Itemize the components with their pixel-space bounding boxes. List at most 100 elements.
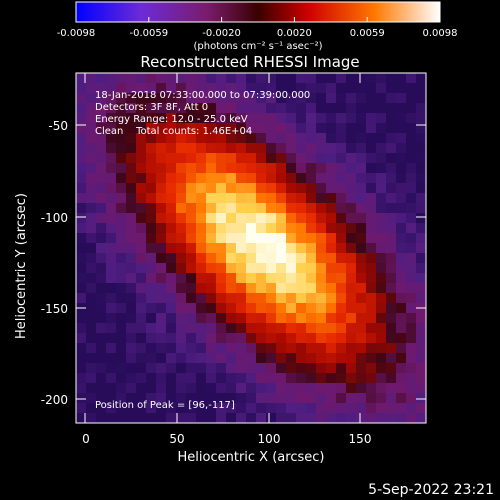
image-pixel [86,253,97,264]
image-pixel [346,173,357,184]
image-pixel [396,353,407,364]
image-pixel [196,243,207,254]
image-pixel [236,233,247,244]
image-pixel [96,103,107,114]
image-pixel [416,253,426,264]
image-pixel [166,283,177,294]
image-pixel [296,363,307,374]
image-pixel [356,373,367,384]
image-pixel [166,313,177,324]
image-pixel [266,93,277,104]
image-pixel [306,343,317,354]
image-pixel [226,393,237,404]
image-pixel [186,273,197,284]
image-pixel [96,373,107,384]
image-pixel [116,163,127,174]
image-pixel [356,153,367,164]
image-pixel [336,163,347,174]
image-pixel [266,73,277,84]
image-pixel [86,123,97,134]
image-pixel [346,343,357,354]
image-pixel [376,403,387,414]
image-pixel [146,403,157,414]
image-pixel [366,83,377,94]
image-pixel [96,183,107,194]
image-pixel [336,273,347,284]
image-pixel [416,203,426,214]
image-pixel [156,233,167,244]
image-pixel [406,343,417,354]
image-pixel [296,173,307,184]
image-pixel [226,73,237,84]
image-pixel [356,203,367,214]
image-pixel [176,243,187,254]
image-pixel [256,153,267,164]
image-pixel [276,103,287,114]
image-pixel [256,283,267,294]
image-pixel [196,353,207,364]
image-pixel [146,163,157,174]
image-pixel [106,313,117,324]
image-pixel [376,113,387,124]
image-pixel [196,113,207,124]
image-pixel [226,93,237,104]
image-pixel [176,273,187,284]
image-pixel [116,193,127,204]
image-pixel [226,193,237,204]
image-pixel [346,203,357,214]
image-pixel [326,373,337,384]
image-pixel [136,93,147,104]
image-pixel [276,353,287,364]
image-pixel [106,113,117,124]
image-pixel [136,273,147,284]
image-pixel [186,223,197,234]
image-pixel [216,373,227,384]
image-pixel [136,383,147,394]
image-pixel [416,183,426,194]
image-pixel [276,393,287,404]
image-pixel [206,363,217,374]
image-pixel [116,263,127,274]
image-pixel [146,283,157,294]
image-pixel [336,263,347,274]
image-pixel [406,133,417,144]
x-tick-label: 50 [169,432,184,446]
image-pixel [116,303,127,314]
image-pixel [306,153,317,164]
image-pixel [86,173,97,184]
image-pixel [136,283,147,294]
image-pixel [126,103,137,114]
image-pixel [96,293,107,304]
image-pixel [96,123,107,134]
image-pixel [346,283,357,294]
image-pixel [186,353,197,364]
image-pixel [76,173,87,184]
image-pixel [406,193,417,204]
image-pixel [386,183,397,194]
image-pixel [86,143,97,154]
image-pixel [116,203,127,214]
image-pixel [86,333,97,344]
image-pixel [386,93,397,104]
image-pixel [126,263,137,274]
image-pixel [136,323,147,334]
image-pixel [416,293,426,304]
image-pixel [366,383,377,394]
y-tick-label: -200 [41,393,68,407]
image-pixel [126,313,137,324]
image-pixel [146,263,157,274]
image-pixel [226,173,237,184]
image-pixel [316,83,327,94]
image-pixel [336,73,347,84]
image-pixel [286,113,297,124]
image-pixel [226,113,237,124]
image-pixel [336,123,347,134]
image-pixel [236,293,247,304]
image-pixel [126,123,137,134]
image-pixel [136,393,147,404]
image-pixel [146,323,157,334]
image-pixel [126,143,137,154]
image-pixel [206,163,217,174]
image-pixel [376,243,387,254]
image-pixel [76,243,87,254]
